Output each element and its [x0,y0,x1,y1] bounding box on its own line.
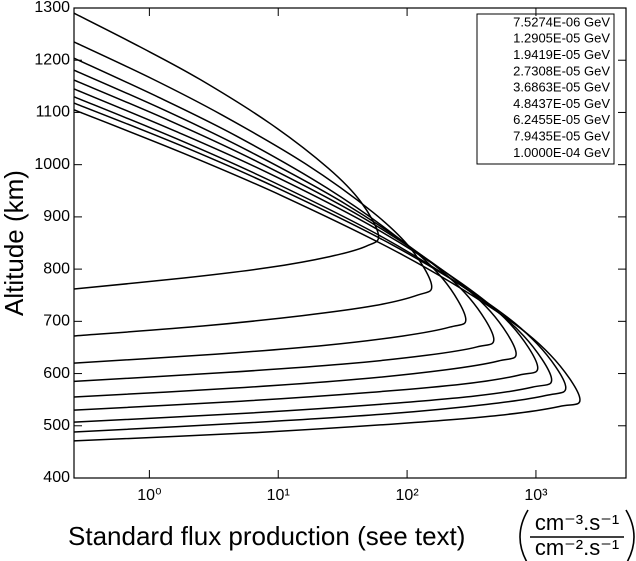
y-tick-label: 500 [43,417,70,434]
y-tick-label: 900 [43,208,70,225]
curves [74,12,581,442]
y-tick-label: 1000 [34,156,70,173]
flux-curve [74,79,517,398]
x-tick-label: 10² [396,487,420,504]
legend-entry: 1.0000E-04 GeV [513,145,610,160]
flux-curve [74,41,433,337]
y-tick-label: 800 [43,260,70,277]
x-unit-denominator: cm⁻².s⁻¹ [535,535,619,560]
legend-entry: 6.2455E-05 GeV [513,112,610,127]
y-tick-label: 1200 [34,51,70,68]
x-tick-label: 10³ [524,487,548,504]
y-axis-label: Altitude (km) [0,170,29,316]
flux-curve [74,12,380,290]
flux-curve [74,109,581,442]
x-tick-label: 10¹ [267,487,290,504]
legend-entry: 1.9419E-05 GeV [513,47,610,62]
y-tick-label: 1300 [34,0,70,16]
x-tick-label: 10⁰ [137,487,161,504]
flux-curve [74,69,495,383]
y-tick-label: 600 [43,365,70,382]
legend-entry: 2.7308E-05 GeV [513,63,610,78]
paren-open [519,509,529,561]
y-tick-label: 1100 [36,104,71,121]
plot-frame [73,7,627,479]
x-unit-numerator: cm⁻³.s⁻¹ [535,510,619,535]
x-axis-label: Standard flux production (see text) [68,521,465,551]
flux-curve [74,57,467,364]
flux-curve [74,102,567,433]
legend-box [476,13,615,165]
legend-entry: 7.5274E-06 GeV [513,14,610,29]
legend-entry: 3.6863E-05 GeV [513,80,610,95]
y-tick-label: 700 [43,313,70,330]
y-tick-label: 400 [43,469,70,486]
paren-close [625,509,635,561]
flux-curve [74,88,539,411]
legend-entry: 1.2905E-05 GeV [513,31,610,46]
legend-entry: 4.8437E-05 GeV [513,96,610,111]
flux-curve [74,96,553,423]
legend-entry: 7.9435E-05 GeV [513,129,610,144]
